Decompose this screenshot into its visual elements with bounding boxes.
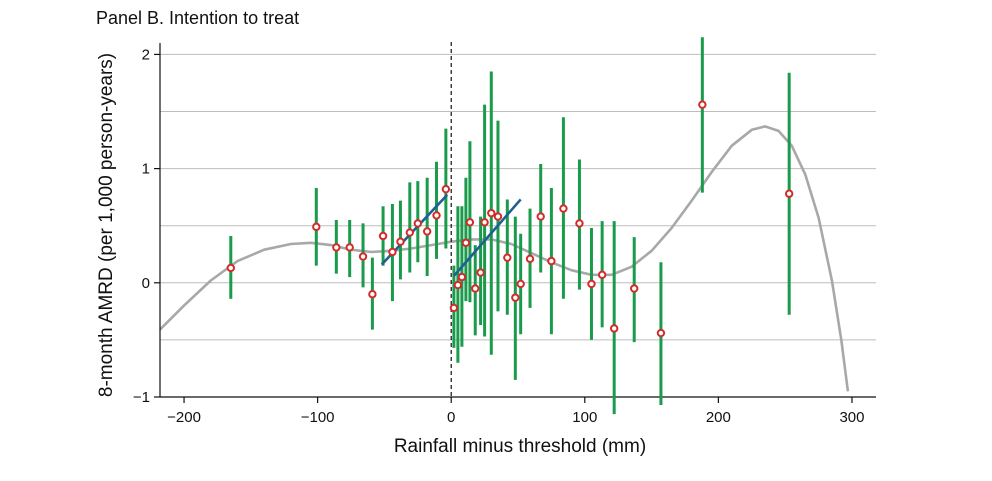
data-point — [413, 219, 423, 228]
data-point — [656, 328, 666, 338]
data-point — [476, 268, 485, 277]
data-point — [559, 204, 568, 213]
x-tick-label: −100 — [301, 409, 335, 426]
y-tick-label: 0 — [142, 275, 150, 292]
x-tick-label: 300 — [839, 409, 864, 426]
data-point — [422, 227, 432, 236]
x-axis-title: Rainfall minus threshold (mm) — [394, 436, 646, 457]
data-point — [461, 238, 471, 248]
y-axis-title: 8-month AMRD (per 1,000 person-years) — [96, 53, 117, 397]
x-tick-label: 200 — [706, 409, 731, 426]
data-point — [396, 237, 405, 246]
data-point — [784, 189, 794, 198]
data-point — [630, 284, 639, 293]
x-tick-label: 0 — [447, 409, 455, 426]
data-point — [609, 324, 619, 333]
data-point — [388, 247, 397, 257]
data-point — [378, 231, 388, 241]
data-point — [487, 208, 496, 218]
chart-title: Panel B. Intention to treat — [96, 8, 299, 28]
data-point — [575, 219, 584, 228]
data-point — [536, 212, 545, 221]
data-point — [471, 284, 480, 293]
data-point — [503, 253, 512, 262]
data-point — [587, 279, 596, 289]
data-point — [453, 280, 463, 290]
data-point — [547, 256, 556, 266]
data-point — [698, 100, 707, 109]
data-point — [480, 218, 489, 227]
data-point — [368, 290, 377, 299]
x-tick-label: −200 — [167, 409, 201, 426]
data-point — [358, 252, 368, 261]
data-point — [332, 243, 341, 252]
fit-line-right — [452, 198, 522, 277]
data-point — [457, 272, 467, 282]
gridlines — [160, 53, 876, 341]
data-point — [345, 243, 354, 252]
data-point — [449, 303, 459, 313]
data-point — [597, 270, 607, 280]
data-point — [405, 228, 414, 237]
data-point — [226, 263, 235, 273]
data-point — [511, 293, 520, 302]
data-point — [441, 184, 451, 194]
data-point — [465, 218, 475, 227]
x-tick-label: 100 — [572, 409, 597, 426]
data-point — [525, 254, 535, 264]
tick-labels: −1 0 1 2 −200 −100 0 100 200 300 — [133, 46, 865, 426]
y-tick-label: 1 — [142, 161, 150, 178]
data-points — [226, 100, 794, 338]
data-point — [432, 211, 441, 220]
axes — [154, 43, 876, 403]
y-tick-label: −1 — [133, 389, 150, 406]
data-point — [516, 279, 525, 289]
local-fit-lines — [380, 193, 522, 277]
data-point — [493, 212, 503, 221]
data-point — [312, 222, 321, 232]
y-tick-label: 2 — [142, 46, 150, 63]
